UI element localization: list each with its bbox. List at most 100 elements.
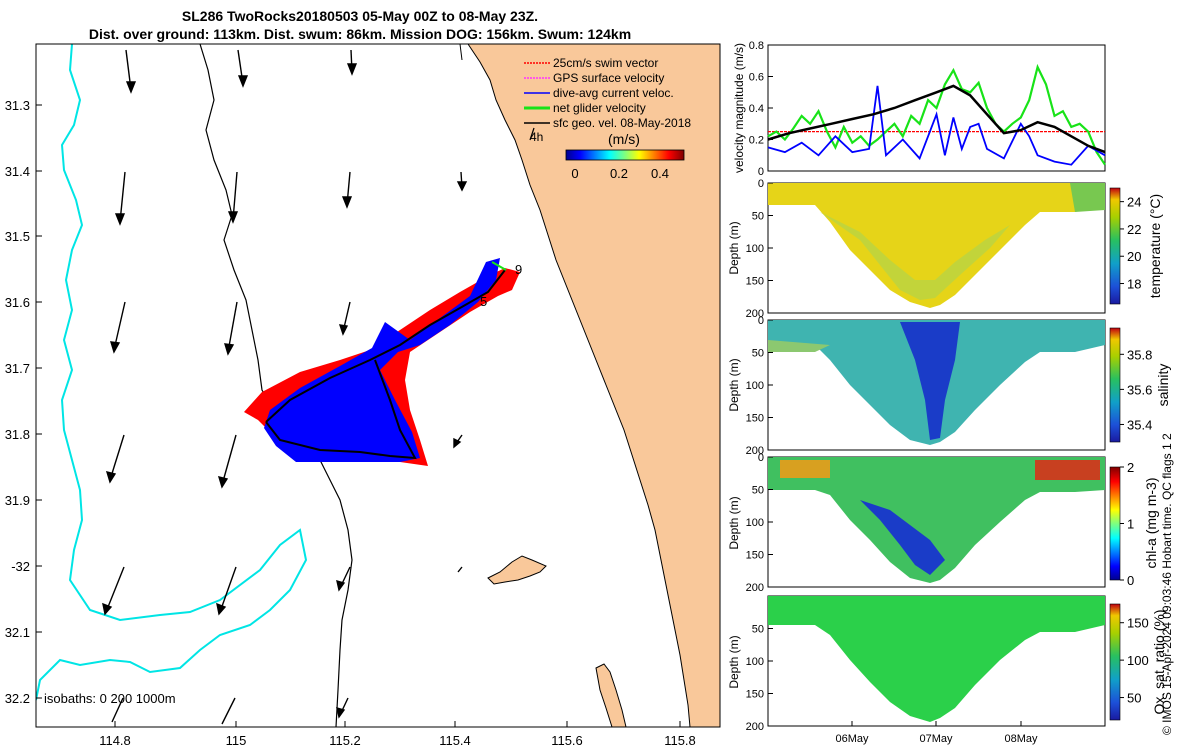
depth-tick-label: 100: [746, 517, 764, 529]
chla-y-ticks: 0 50 100 150 200: [746, 452, 773, 594]
chla-colorbar-ticks: 0 1 2: [1120, 460, 1134, 588]
copyright-note: © IMOS 15-Apr-2024 09:03:46 Hobart time.…: [1160, 433, 1174, 735]
depth-tick-label: 50: [752, 211, 764, 223]
temperature-ylabel: Depth (m): [727, 221, 741, 274]
lat-tick-label: 31.7: [5, 361, 30, 376]
colorbar-tick-label: 35.4: [1127, 417, 1152, 432]
velocity-y-tick-label: 0.4: [749, 103, 764, 115]
velocity-series-sfc-geo-vel-: [767, 84, 1106, 154]
land-island-south: [595, 663, 627, 727]
depth-tick-label: 50: [752, 624, 764, 636]
depth-tick-label: 150: [746, 276, 764, 288]
legend-4h-arrow: [529, 127, 535, 141]
track-green-net: [491, 261, 507, 271]
oxygen-ylabel: Depth (m): [727, 635, 741, 688]
legend-item-dive: dive-avg current veloc.: [524, 86, 674, 100]
velocity-ylabel: velocity magnitude (m/s): [732, 43, 746, 173]
legend-item-swim: 25cm/s swim vector: [524, 56, 658, 70]
velocity-chart: 0 0.2 0.4 0.6 0.8 velocity magnitude (m/s): [732, 40, 1106, 178]
depth-tick-label: 200: [746, 308, 764, 320]
colorbar-tick-label: 24: [1127, 195, 1141, 210]
colorbar-title: (m/s): [608, 131, 640, 147]
track-label-9: 9: [515, 262, 522, 277]
chla-cb-label: chl-a (mg m-3): [1143, 477, 1159, 568]
depth-tick-label: 150: [746, 413, 764, 425]
lat-tick-label: 31.9: [5, 493, 30, 508]
colorbar-tick-label: 100: [1127, 653, 1149, 668]
isobath-200m: [199, 44, 353, 727]
temperature-colorbar-ticks: 18 20 22 24: [1120, 195, 1141, 292]
chla-section: [768, 457, 1105, 583]
date-tick-label: 08May: [1004, 733, 1038, 745]
depth-tick-label: 100: [746, 380, 764, 392]
map-legend: 25cm/s swim vector GPS surface velocity …: [524, 56, 691, 181]
legend-label-sfc: sfc geo. vel. 08-May-2018: [553, 116, 691, 130]
depth-tick-label: 0: [758, 315, 764, 327]
depth-tick-label: 100: [746, 243, 764, 255]
track-blue-current: [264, 258, 500, 462]
depth-tick-label: 150: [746, 550, 764, 562]
lat-tick-label: 31.4: [5, 164, 30, 179]
legend-label-net: net glider velocity: [553, 101, 646, 115]
salinity-colorbar-ticks: 35.4 35.6 35.8: [1120, 347, 1152, 432]
depth-tick-label: 200: [746, 445, 764, 457]
depth-tick-label: 0: [758, 452, 764, 464]
chla-colorbar: [1109, 466, 1121, 581]
lon-tick-label: 115.6: [551, 733, 583, 748]
lon-tick-label: 115.2: [329, 733, 361, 748]
depth-tick-label: 100: [746, 656, 764, 668]
colorbar-tick-0: 0: [571, 166, 578, 181]
lon-tick-label: 115.8: [664, 733, 696, 748]
salinity-fresh-core: [900, 322, 960, 440]
date-tick-label: 06May: [835, 733, 869, 745]
lon-tick-label: 115: [226, 733, 247, 748]
track-black-line: [265, 269, 506, 460]
lat-tick-label: 32.2: [5, 691, 30, 706]
land-island-large: [487, 555, 547, 585]
chla-surface-high-east: [1035, 460, 1100, 480]
section-salinity: 0 50 100 150 200 Depth (m) 35.4 35.6 35.8 sali…: [727, 315, 1171, 457]
velocity-y-tick-label: 0.2: [749, 135, 764, 147]
colorbar-tick-label: 0: [1127, 573, 1134, 588]
colorbar-tick-label: 18: [1127, 277, 1141, 292]
velocity-series: [767, 63, 1106, 166]
depth-tick-label: 150: [746, 689, 764, 701]
speed-colorbar: [565, 149, 685, 161]
land-mainland: [467, 44, 720, 727]
legend-label-swim: 25cm/s swim vector: [553, 56, 658, 70]
legend-label-dive: dive-avg current veloc.: [553, 86, 674, 100]
temperature-cool-edge: [1070, 183, 1105, 212]
legend-item-sfc: sfc geo. vel. 08-May-2018: [524, 116, 691, 130]
colorbar-tick-label: 35.6: [1127, 382, 1152, 397]
colorbar-tick-label: 22: [1127, 222, 1141, 237]
salinity-y-ticks: 0 50 100 150 200: [746, 315, 773, 457]
lat-tick-label: 31.5: [5, 229, 30, 244]
date-tick-label: 07May: [919, 733, 953, 745]
section-oxygen: 50 100 150 200 Depth (m) 50 100 150 Ox. sat. …: [727, 595, 1167, 745]
depth-tick-label: 50: [752, 348, 764, 360]
velocity-y-tick-label: 0: [758, 166, 764, 178]
colorbar-tick-2: 0.4: [651, 166, 669, 181]
track-label-5: 5: [480, 294, 487, 309]
oxygen-colorbar-ticks: 50 100 150: [1120, 616, 1149, 706]
colorbar-tick-label: 50: [1127, 691, 1141, 706]
velocity-y-tick-label: 0.6: [749, 72, 764, 84]
map-lon-ticks: 114.8 115 115.2 115.4 115.6 115.8: [99, 721, 696, 748]
velocity-y-tick-label: 0.8: [749, 40, 764, 52]
salinity-cb-label: salinity: [1155, 364, 1171, 407]
map-panel: 9 5 25cm/s swim vector GPS surface veloc…: [5, 43, 721, 748]
temperature-deep-layer: [820, 212, 1010, 300]
colorbar-tick-label: 150: [1127, 616, 1149, 631]
colorbar-tick-1: 0.2: [610, 166, 628, 181]
lat-tick-label: 31.6: [5, 295, 30, 310]
map-frame: [35, 43, 721, 728]
oxygen-section: [768, 596, 1105, 722]
depth-tick-label: 200: [746, 721, 764, 733]
lat-tick-label: 31.3: [5, 98, 30, 113]
lat-tick-label: -32: [11, 559, 30, 574]
isobath-0m: [459, 44, 463, 61]
lat-tick-label: 32.1: [5, 625, 30, 640]
title-line-1: SL286 TwoRocks20180503 05-May 00Z to 08-…: [181, 8, 539, 24]
section-temperature: 0 50 100 150 200 Depth (m) 18 20 22 24 temperat…: [727, 178, 1163, 320]
